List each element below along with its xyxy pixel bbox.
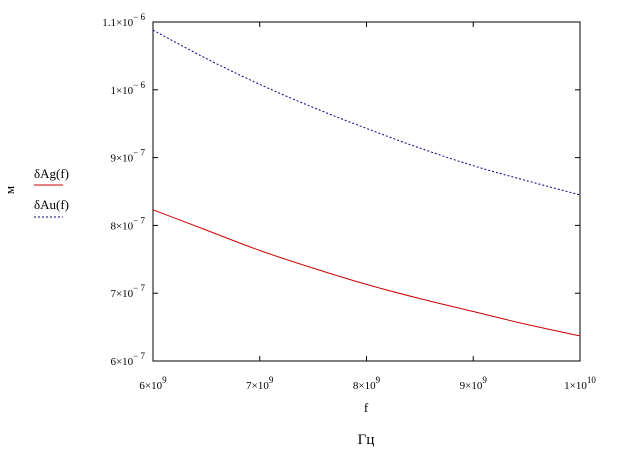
x-tick-label: 7×109 <box>246 375 274 392</box>
x-axis-ticks: 6×109 7×109 8×109 9×109 1×1010 <box>139 22 596 392</box>
y-axis-label: м <box>2 186 17 194</box>
y-tick-label: 8×10− 7 <box>110 215 145 232</box>
x-tick-label: 9×109 <box>460 375 488 392</box>
series-layer <box>152 29 581 337</box>
legend: δAg(f) δAu(f) <box>34 166 69 218</box>
plot-frame <box>152 21 581 362</box>
y-tick-label: 7×10− 7 <box>110 283 145 300</box>
y-tick-label: 9×10− 7 <box>110 148 145 165</box>
series-line-ag <box>152 209 581 337</box>
series-line-au <box>152 29 581 196</box>
y-tick-label: 1.1×10− 6 <box>102 12 145 29</box>
x-tick-label: 1×1010 <box>564 375 596 392</box>
x-axis-label: f <box>364 400 369 415</box>
legend-label-ag: δAg(f) <box>34 166 69 181</box>
x-axis-unit: Гц <box>358 432 375 448</box>
x-tick-label: 6×109 <box>139 375 167 392</box>
y-axis-ticks: 6×10− 7 7×10− 7 8×10− 7 9×10− 7 1×10− 6 1.1×1… <box>102 12 580 368</box>
y-tick-label: 1×10− 6 <box>110 80 145 97</box>
legend-label-au: δAu(f) <box>34 197 69 212</box>
y-tick-label: 6×10− 7 <box>110 351 145 368</box>
x-tick-label: 8×109 <box>353 375 381 392</box>
